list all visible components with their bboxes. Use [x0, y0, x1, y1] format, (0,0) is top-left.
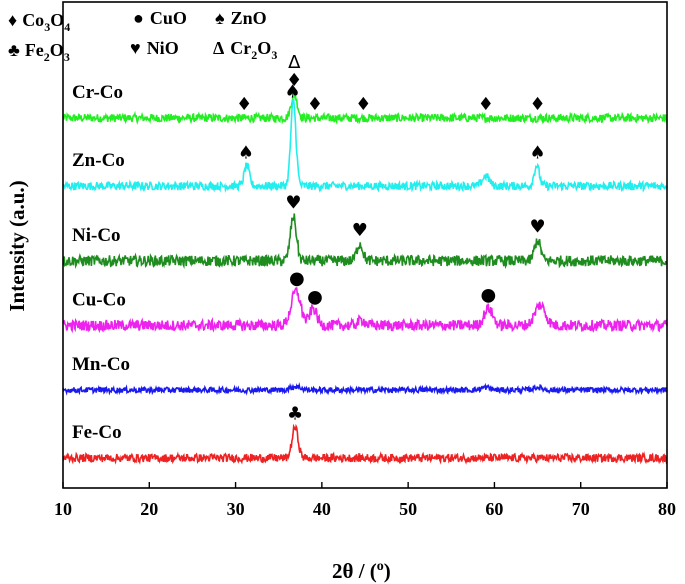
phase-marker-fe-co: ♣ — [287, 403, 303, 424]
legend-nio-symbol: ♥ — [130, 38, 141, 58]
x-tick-label: 80 — [658, 499, 676, 519]
legend-nio: ♥ NiO — [130, 38, 179, 58]
series-label-zn-co: Zn-Co — [72, 150, 125, 171]
x-axis: 10 20 30 40 50 60 70 80 — [54, 482, 676, 519]
phase-marker-cr-co: ♦ — [478, 94, 494, 115]
legend-co3o4-symbol: ♦ — [8, 10, 17, 30]
phase-marker-cr-co: ♦ — [286, 70, 302, 91]
legend-nio-label: NiO — [147, 38, 179, 58]
x-tick-label: 40 — [313, 499, 331, 519]
x-tick-label: 70 — [572, 499, 590, 519]
legend-fe2o3: ♣ Fe2O3 — [8, 40, 70, 64]
x-tick-label: 20 — [140, 499, 158, 519]
legend-zno: ♠ ZnO — [215, 8, 267, 28]
series-line-zn-co — [62, 98, 668, 194]
legend-zno-symbol: ♠ — [215, 8, 225, 28]
x-axis-title: 2θ / (o) — [332, 559, 391, 583]
phase-marker-cr-co: ♦ — [307, 94, 323, 115]
phase-marker-cr-co: ♦ — [355, 94, 371, 115]
phase-marker-zn-co: ♠ — [238, 143, 254, 164]
legend-fe2o3-symbol: ♣ — [8, 40, 20, 60]
series-line-cr-co — [62, 89, 668, 126]
phase-marker-ni-co: ♥ — [285, 193, 301, 214]
legend-co3o4-label: Co — [22, 10, 44, 30]
series-line-ni-co — [62, 213, 668, 270]
series-label-cu-co: Cu-Co — [72, 289, 126, 310]
series-label-mn-co: Mn-Co — [72, 354, 130, 375]
legend-cuo-symbol: ● — [133, 8, 144, 28]
legend-cr2o3-label: Cr — [230, 38, 251, 58]
legend-co3o4: ♦ Co3O4 — [8, 10, 70, 34]
legend-cuo-label: CuO — [150, 8, 187, 28]
x-tick-label: 10 — [54, 499, 72, 519]
plot-frame — [62, 1, 668, 489]
phase-marker-cu-co: ● — [481, 284, 497, 305]
x-tick-label: 50 — [399, 499, 417, 519]
series-line-fe-co — [62, 423, 668, 465]
y-axis-title: Intensity (a.u.) — [5, 180, 29, 311]
legend-cr2o3-symbol: Δ — [213, 38, 224, 58]
phase-marker-cr-co: ♦ — [530, 94, 546, 115]
legend-fe2o3-label: Fe — [25, 40, 44, 60]
legend-cr2o3: Δ Cr2O3 — [213, 38, 277, 62]
legend-cuo: ● CuO — [133, 8, 187, 28]
phase-marker-ni-co: ♥ — [352, 220, 368, 241]
series-line-mn-co — [62, 382, 668, 396]
phase-marker-cr-co: ♦ — [236, 94, 252, 115]
x-tick-label: 30 — [227, 499, 245, 519]
phase-marker-cu-co: ● — [289, 268, 305, 289]
phase-marker-zn-co: ♠ — [530, 143, 546, 164]
series-label-cr-co: Cr-Co — [72, 82, 123, 103]
series-label-fe-co: Fe-Co — [72, 422, 122, 443]
phase-marker-ni-co: ♥ — [530, 216, 546, 237]
phase-marker-zn-co: ♠ — [284, 82, 300, 103]
plot-area: Cr-Co♦♦Δ♦ ♦ ♦ ♦Zn-Co ♠♠♠Ni-Co♥♥ ♥Cu-Co●● ●Mn-C… — [62, 52, 668, 465]
legend: ♦ Co3O4 ● CuO ♠ ZnO ♣ Fe2O3 ♥ NiO Δ Cr2O3 — [8, 8, 277, 64]
series-label-ni-co: Ni-Co — [72, 225, 121, 246]
phase-marker-cr-co: Δ — [288, 52, 301, 73]
phase-marker-cu-co: ● — [307, 286, 323, 307]
x-tick-label: 60 — [485, 499, 503, 519]
series-line-cu-co — [62, 287, 668, 334]
legend-zno-label: ZnO — [231, 8, 267, 28]
